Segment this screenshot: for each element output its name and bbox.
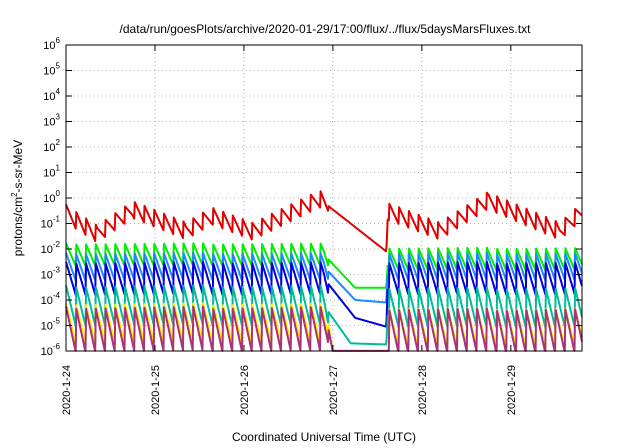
y-tick-label: 102 xyxy=(43,138,60,154)
x-tick-label: 2020-1-26 xyxy=(239,365,251,415)
x-axis-label: Coordinated Universal Time (UTC) xyxy=(232,430,416,444)
x-tick-label: 2020-1-28 xyxy=(417,365,429,415)
y-tick-label: 10-1 xyxy=(41,215,61,231)
x-axis-ticks: 2020-1-24 2020-1-25 2020-1-26 2020-1-27 2020… xyxy=(61,45,518,415)
grid xyxy=(66,45,582,351)
series-layer xyxy=(65,190,583,352)
y-axis-label: protons/cm2-s-sr-MeV xyxy=(10,140,25,256)
y-tick-label: 10-3 xyxy=(41,266,61,282)
x-tick-label: 2020-1-27 xyxy=(328,365,340,415)
series-line-1 xyxy=(65,190,583,253)
series-line-4 xyxy=(65,260,583,328)
y-axis-label-post: -s-sr-MeV xyxy=(11,140,25,193)
y-tick-label: 10-6 xyxy=(41,342,61,358)
y-axis-ticks: 10-6 10-5 10-4 10-3 10-2 10-1 100 101 102 103 104 1… xyxy=(41,36,582,358)
y-tick-label: 10-4 xyxy=(41,291,61,307)
x-tick-label: 2020-1-29 xyxy=(506,365,518,415)
y-tick-label: 103 xyxy=(43,113,60,129)
y-tick-label: 105 xyxy=(43,62,60,78)
y-tick-label: 10-5 xyxy=(41,317,61,333)
y-axis-label-pre: protons/cm xyxy=(11,197,25,256)
y-tick-label: 10-2 xyxy=(41,240,61,256)
y-tick-label: 104 xyxy=(43,87,60,103)
y-tick-label: 106 xyxy=(43,36,60,52)
y-tick-label: 101 xyxy=(43,164,60,180)
x-tick-label: 2020-1-25 xyxy=(150,365,162,415)
x-tick-label: 2020-1-24 xyxy=(61,365,73,415)
y-axis-label-sup: 2 xyxy=(10,192,19,197)
y-tick-label: 100 xyxy=(43,189,60,205)
chart-title: /data/run/goesPlots/archive/2020-01-29/1… xyxy=(120,22,532,36)
